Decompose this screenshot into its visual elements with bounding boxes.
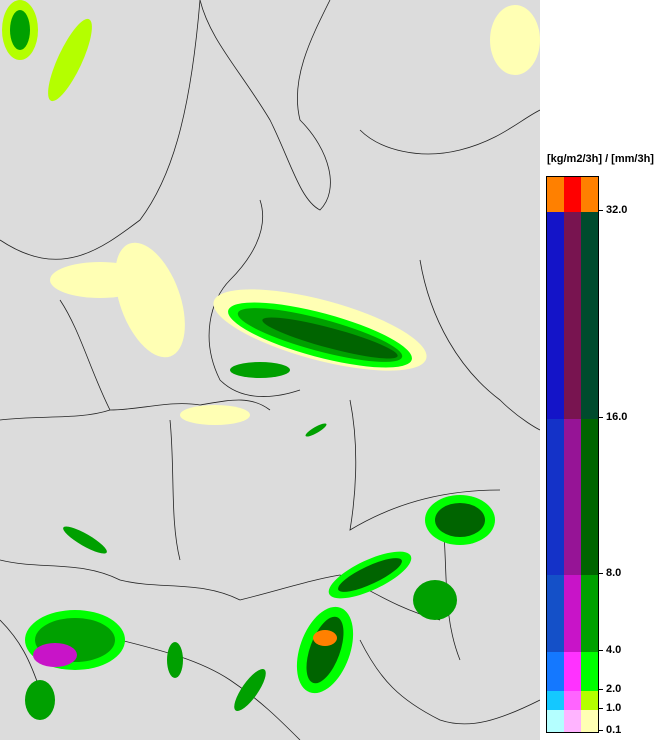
legend-swatch bbox=[547, 419, 564, 575]
legend-swatch bbox=[547, 652, 564, 691]
legend-band bbox=[547, 212, 598, 419]
legend-band bbox=[547, 575, 598, 652]
legend-tick-label: 4.0 bbox=[598, 644, 621, 656]
legend-tick-label: 32.0 bbox=[598, 204, 627, 216]
legend-band bbox=[547, 419, 598, 575]
legend-swatch bbox=[564, 177, 581, 212]
legend-swatch bbox=[547, 691, 564, 710]
color-legend bbox=[546, 176, 599, 733]
legend-swatch bbox=[581, 691, 598, 710]
legend-band bbox=[547, 177, 598, 212]
legend-band bbox=[547, 652, 598, 691]
legend-tick-label: 0.1 bbox=[598, 724, 621, 736]
legend-tick-label: 2.0 bbox=[598, 683, 621, 695]
map-canvas bbox=[0, 0, 541, 741]
legend-swatch bbox=[564, 419, 581, 575]
legend-swatch bbox=[564, 575, 581, 652]
legend-tick-label: 1.0 bbox=[598, 702, 621, 714]
legend-unit-title: [kg/m2/3h] / [mm/3h] bbox=[547, 153, 654, 165]
legend-swatch bbox=[564, 652, 581, 691]
legend-swatch bbox=[547, 710, 564, 732]
precipitation-map bbox=[0, 0, 541, 741]
legend-tick-label: 8.0 bbox=[598, 567, 621, 579]
legend-swatch bbox=[547, 177, 564, 212]
legend-swatch bbox=[564, 710, 581, 732]
legend-band bbox=[547, 710, 598, 732]
legend-swatch bbox=[564, 212, 581, 419]
precipitation-areas bbox=[2, 0, 540, 720]
legend-tick-label: 16.0 bbox=[598, 411, 627, 423]
legend-swatch bbox=[581, 652, 598, 691]
legend-swatch bbox=[581, 575, 598, 652]
legend-swatch bbox=[547, 575, 564, 652]
legend-swatch bbox=[581, 177, 598, 212]
legend-swatch bbox=[581, 419, 598, 575]
legend-swatch bbox=[581, 710, 598, 732]
legend-swatch bbox=[564, 691, 581, 710]
legend-band bbox=[547, 691, 598, 710]
legend-swatch bbox=[581, 212, 598, 419]
legend-swatch bbox=[547, 212, 564, 419]
